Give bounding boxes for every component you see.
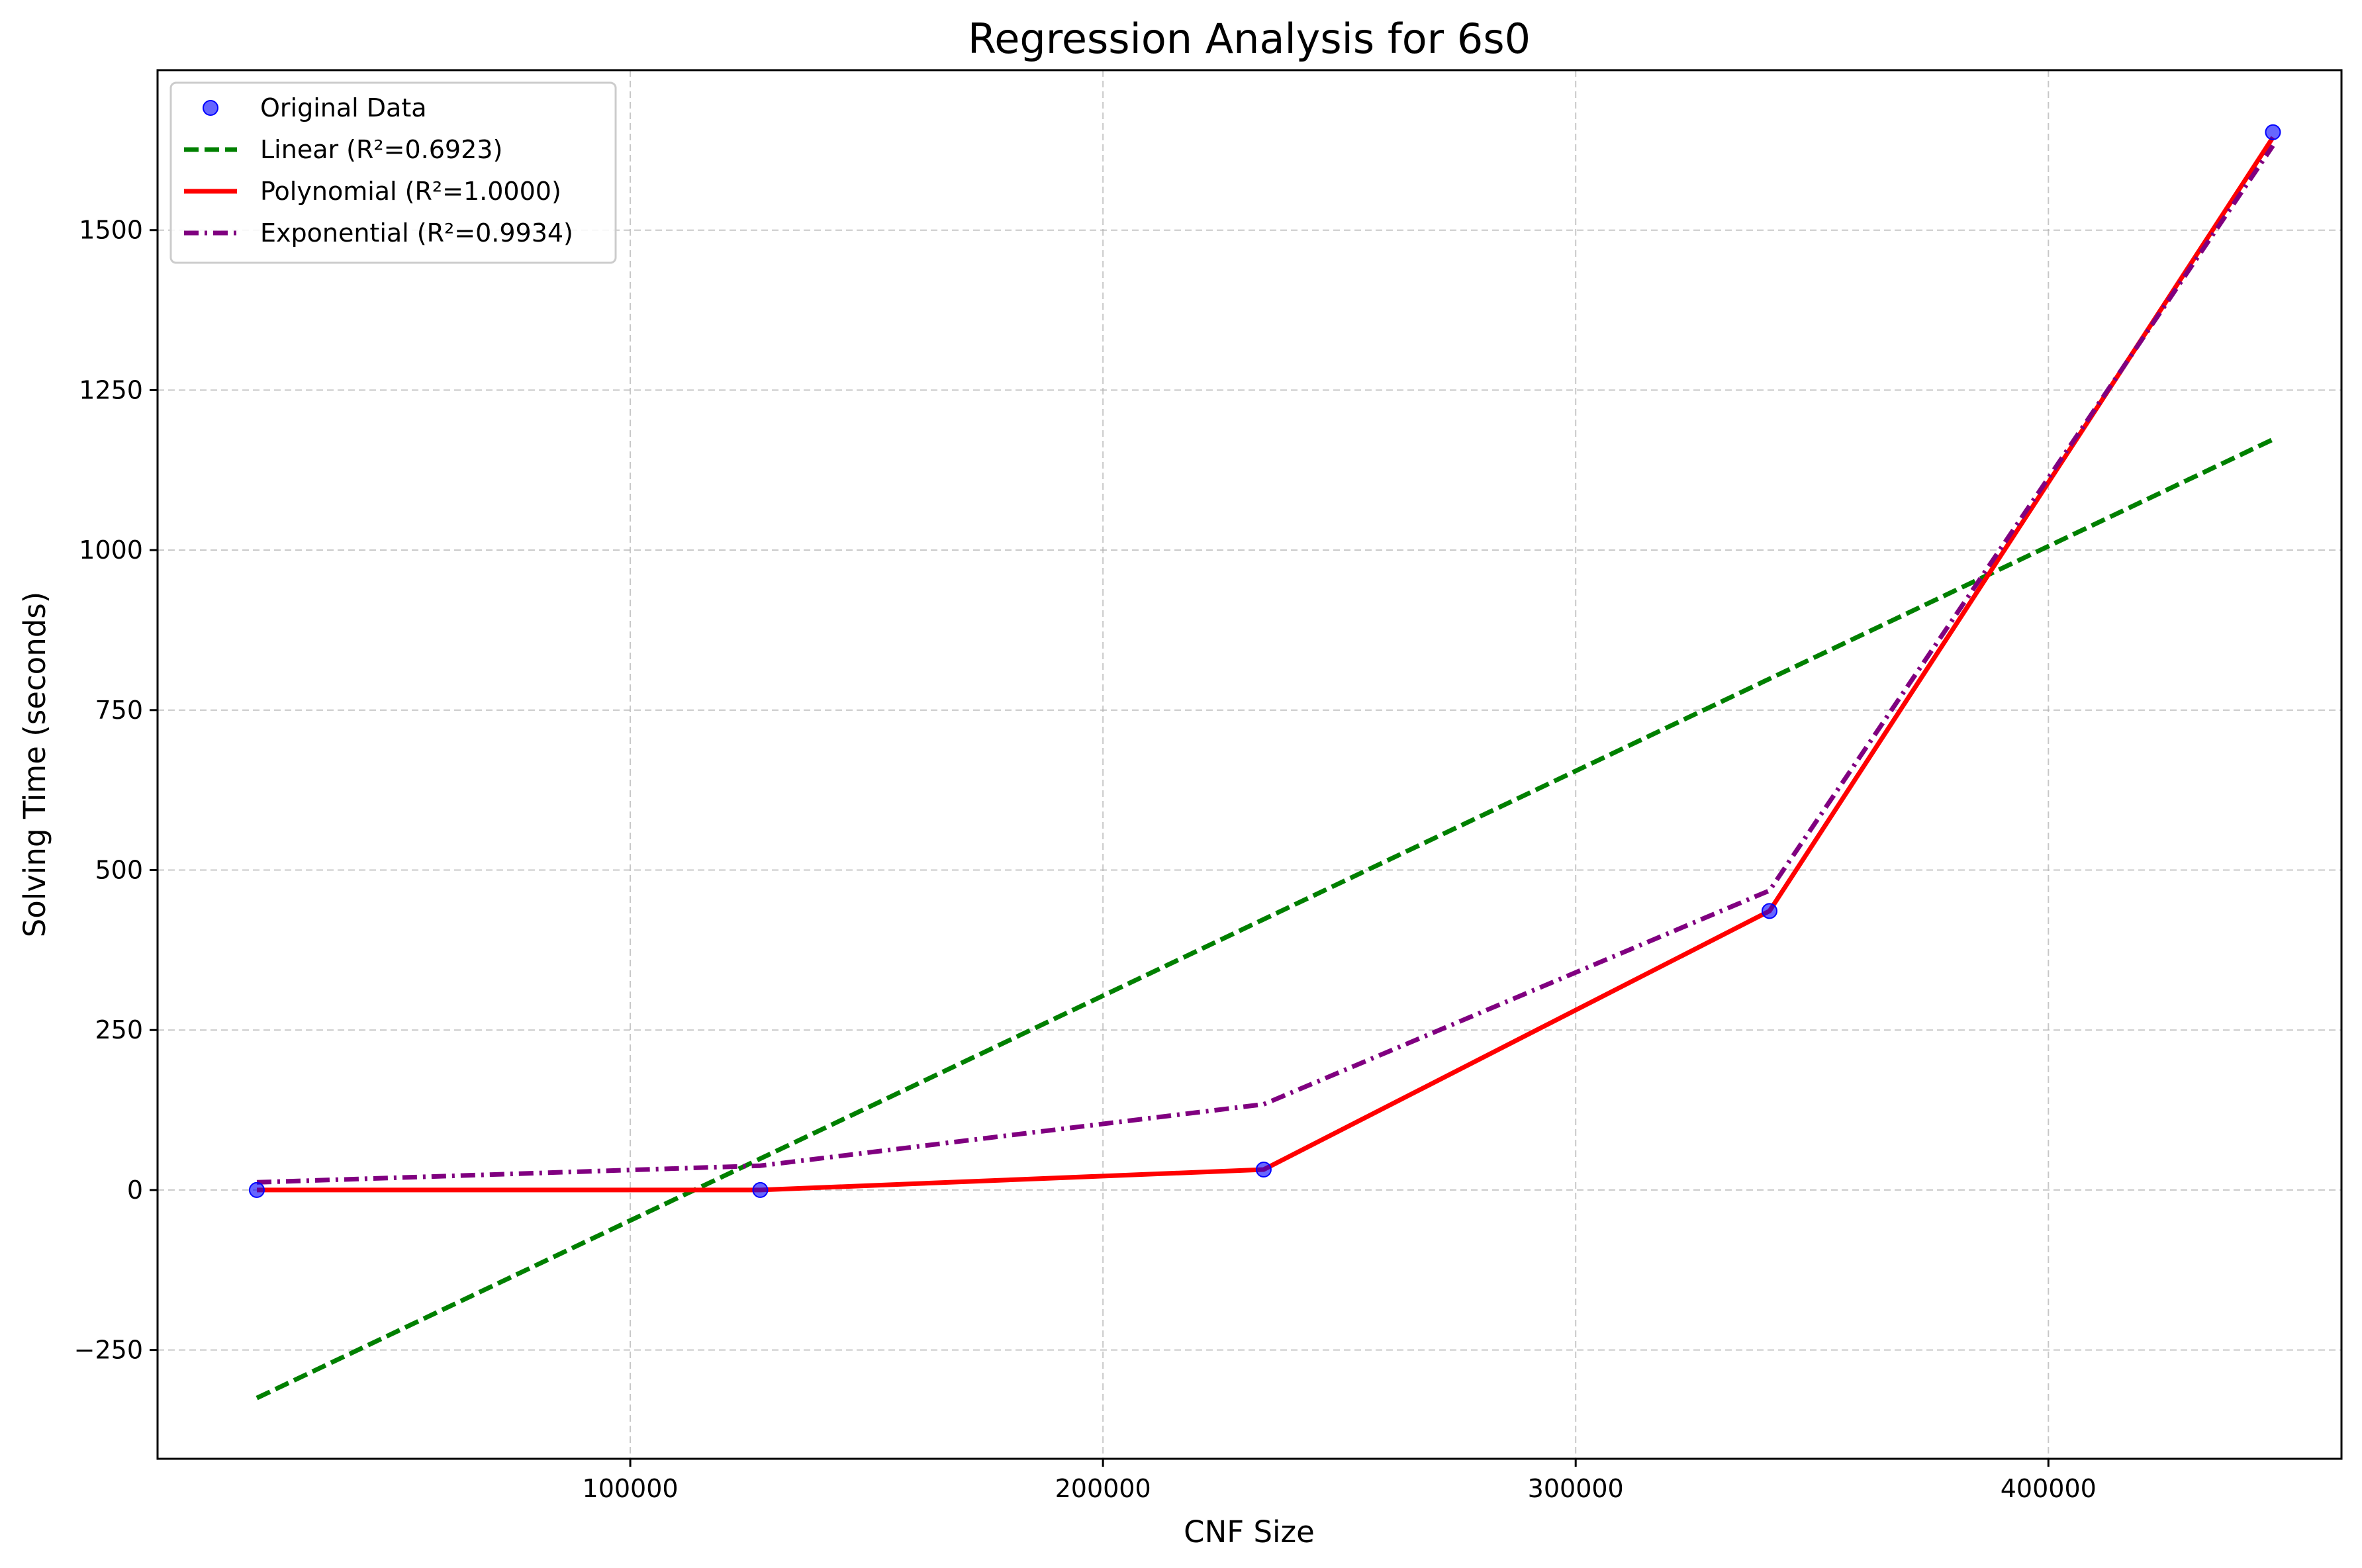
legend-label: Original Data: [260, 93, 427, 122]
y-tick-label: 250: [95, 1015, 143, 1044]
axis-ticks: 100000 200000 300000 400000 −250 0 250 500 750 10…: [74, 216, 2097, 1503]
legend-marker: [203, 100, 218, 116]
y-axis-label: Solving Time (seconds): [17, 592, 52, 938]
x-tick-label: 400000: [2001, 1474, 2097, 1503]
x-axis-label: CNF Size: [1184, 1514, 1315, 1549]
series-layer: [248, 124, 2281, 1401]
legend-label: Polynomial (R²=1.0000): [260, 177, 561, 206]
y-tick-label: 1000: [79, 535, 143, 565]
legend: Original Data Linear (R²=0.6923) Polynomia…: [169, 81, 617, 264]
legend-frame: [169, 81, 617, 264]
linear-fit-line: [256, 437, 2275, 1401]
plot-frame: [156, 69, 2343, 1460]
y-tick-label: 750: [95, 696, 143, 725]
y-tick-label: 0: [127, 1176, 143, 1205]
plot-area: [158, 70, 2341, 1459]
y-tick-label: 1500: [79, 216, 143, 245]
y-tick-label: 1250: [79, 375, 143, 404]
data-point: [1255, 1161, 1272, 1177]
legend-label: Linear (R²=0.6923): [260, 135, 502, 164]
data-point: [752, 1181, 769, 1198]
x-tick-label: 200000: [1055, 1474, 1151, 1503]
x-tick-label: 100000: [583, 1474, 679, 1503]
data-point: [248, 1181, 265, 1198]
y-tick-label: 500: [95, 856, 143, 885]
y-tick-label: −250: [74, 1336, 143, 1365]
data-point: [2265, 124, 2281, 140]
x-tick-label: 300000: [1528, 1474, 1624, 1503]
legend-label: Exponential (R²=0.9934): [260, 218, 573, 248]
chart-title: Regression Analysis for 6s0: [968, 15, 1531, 63]
data-point: [1761, 903, 1777, 919]
